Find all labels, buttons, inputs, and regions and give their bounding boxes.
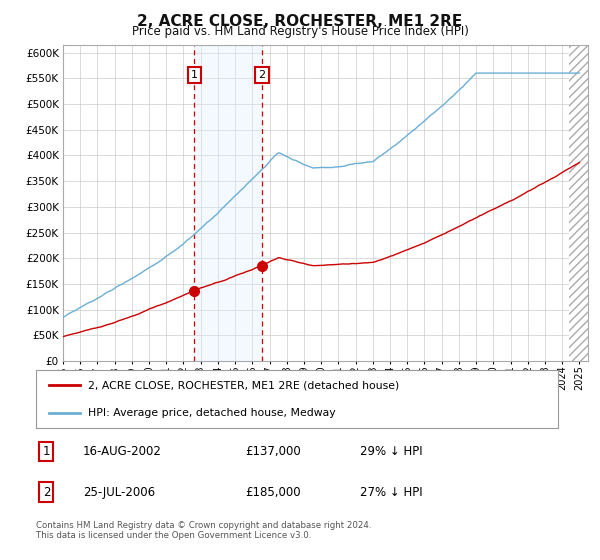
Text: 1: 1 [191, 70, 197, 80]
Text: 27% ↓ HPI: 27% ↓ HPI [359, 486, 422, 498]
Text: 29% ↓ HPI: 29% ↓ HPI [359, 445, 422, 458]
Text: Contains HM Land Registry data © Crown copyright and database right 2024.
This d: Contains HM Land Registry data © Crown c… [36, 521, 371, 540]
Text: 16-AUG-2002: 16-AUG-2002 [83, 445, 162, 458]
Bar [194, 45, 262, 361]
Text: HPI: Average price, detached house, Medway: HPI: Average price, detached house, Medw… [88, 408, 336, 418]
Text: 2, ACRE CLOSE, ROCHESTER, ME1 2RE (detached house): 2, ACRE CLOSE, ROCHESTER, ME1 2RE (detac… [88, 380, 400, 390]
Text: £137,000: £137,000 [245, 445, 301, 458]
Text: 25-JUL-2006: 25-JUL-2006 [83, 486, 155, 498]
Text: 1: 1 [43, 445, 50, 458]
Bar [569, 45, 588, 361]
Text: 2: 2 [43, 486, 50, 498]
Text: 2, ACRE CLOSE, ROCHESTER, ME1 2RE: 2, ACRE CLOSE, ROCHESTER, ME1 2RE [137, 14, 463, 29]
Text: Price paid vs. HM Land Registry's House Price Index (HPI): Price paid vs. HM Land Registry's House … [131, 25, 469, 38]
Text: £185,000: £185,000 [245, 486, 301, 498]
Text: 2: 2 [259, 70, 266, 80]
